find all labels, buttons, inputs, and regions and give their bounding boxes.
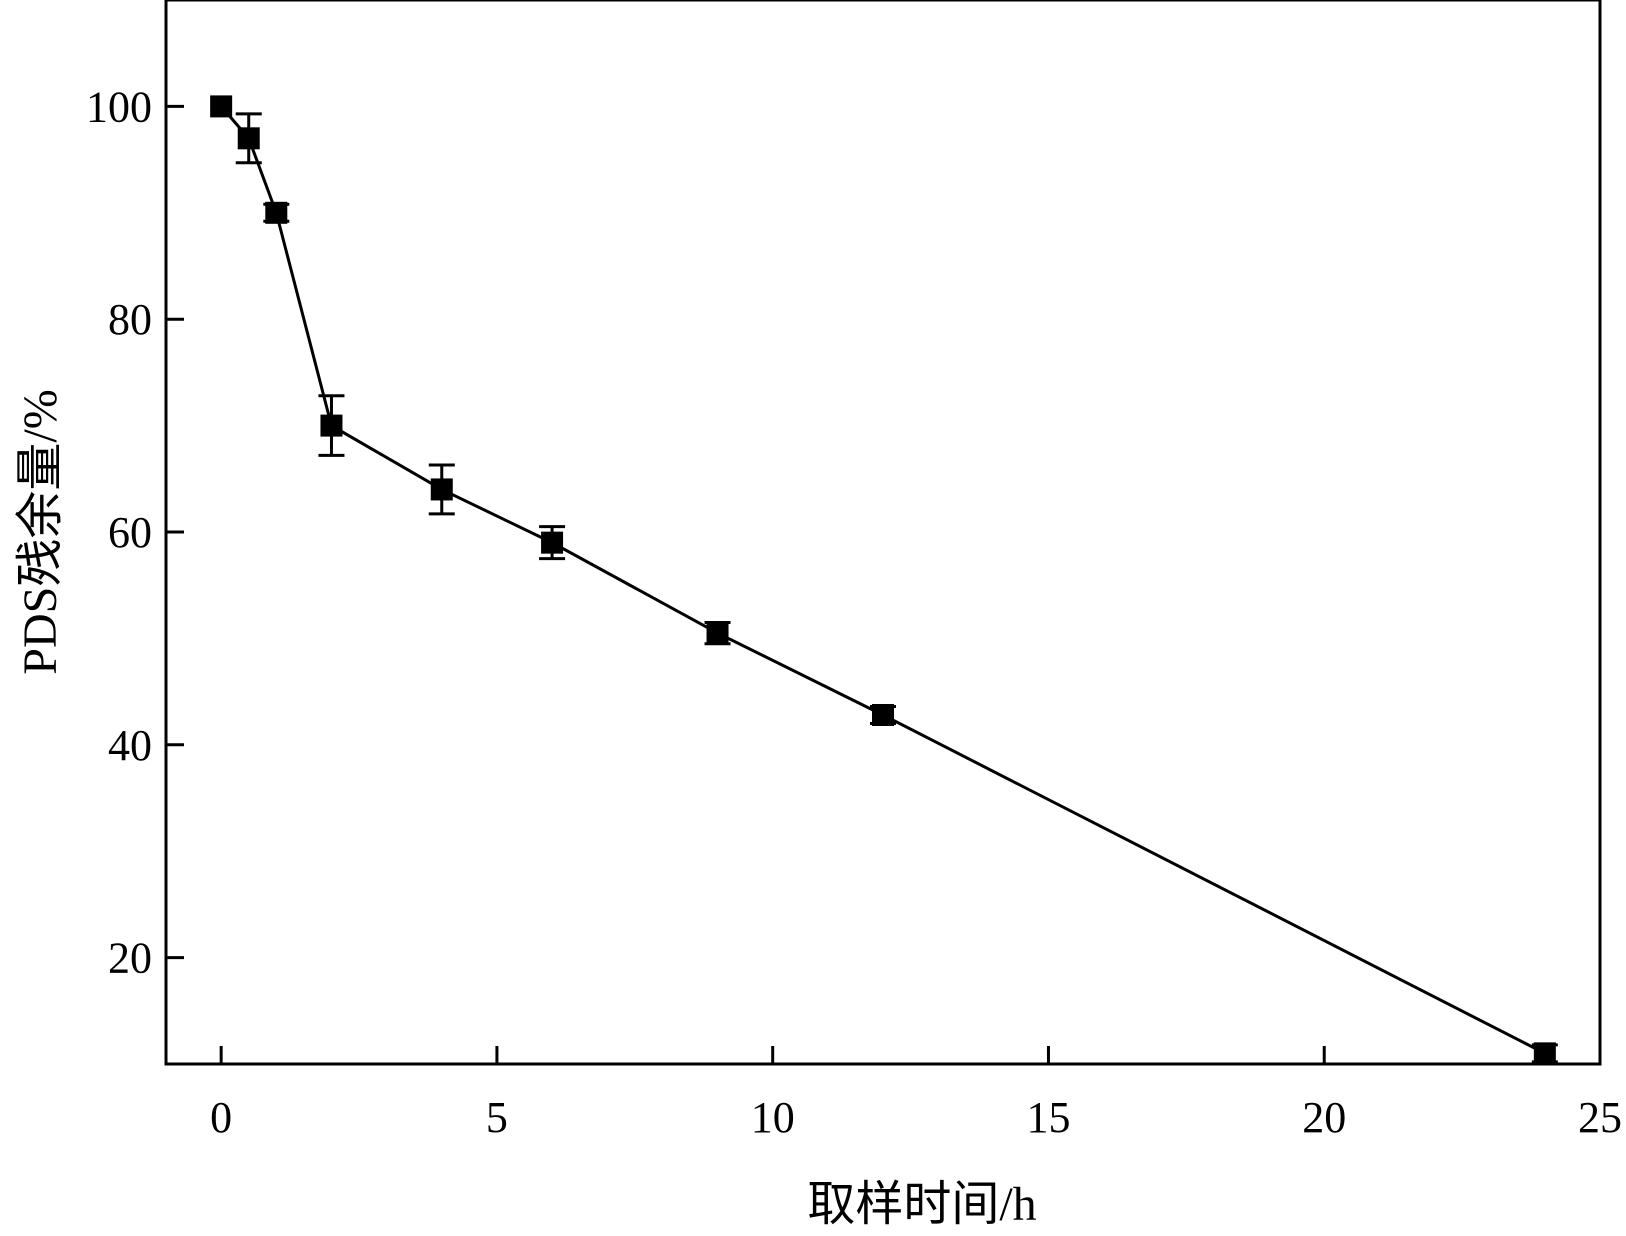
data-point — [1533, 1042, 1556, 1065]
y-axis-ticks: 20 40 60 80 100 — [86, 82, 184, 983]
series-line — [220, 105, 1546, 1055]
data-point — [265, 201, 288, 224]
data-point — [430, 478, 453, 501]
y-tick-label: 20 — [108, 934, 152, 983]
y-axis-title: PDS残余量/% — [14, 389, 67, 674]
data-point — [706, 622, 729, 645]
x-axis-title: 取样时间/h — [807, 1178, 1036, 1231]
data-point — [872, 704, 894, 727]
x-tick-label: 15 — [1026, 1093, 1070, 1142]
x-tick-label: 20 — [1302, 1093, 1346, 1142]
data-point — [210, 95, 233, 118]
x-tick-label: 25 — [1578, 1093, 1622, 1142]
x-axis-ticks: 0 5 10 15 20 25 — [210, 1046, 1622, 1142]
data-series — [210, 95, 1558, 1065]
data-point — [320, 414, 343, 437]
x-tick-label: 10 — [751, 1093, 795, 1142]
x-tick-label: 5 — [486, 1093, 508, 1142]
y-tick-label: 100 — [86, 82, 152, 131]
y-tick-label: 60 — [108, 508, 152, 557]
data-point — [237, 127, 260, 150]
data-point — [541, 531, 564, 554]
plot-frame — [164, 0, 1602, 1066]
y-tick-label: 80 — [108, 295, 152, 344]
y-tick-label: 40 — [108, 721, 152, 770]
x-tick-label: 0 — [210, 1093, 232, 1142]
